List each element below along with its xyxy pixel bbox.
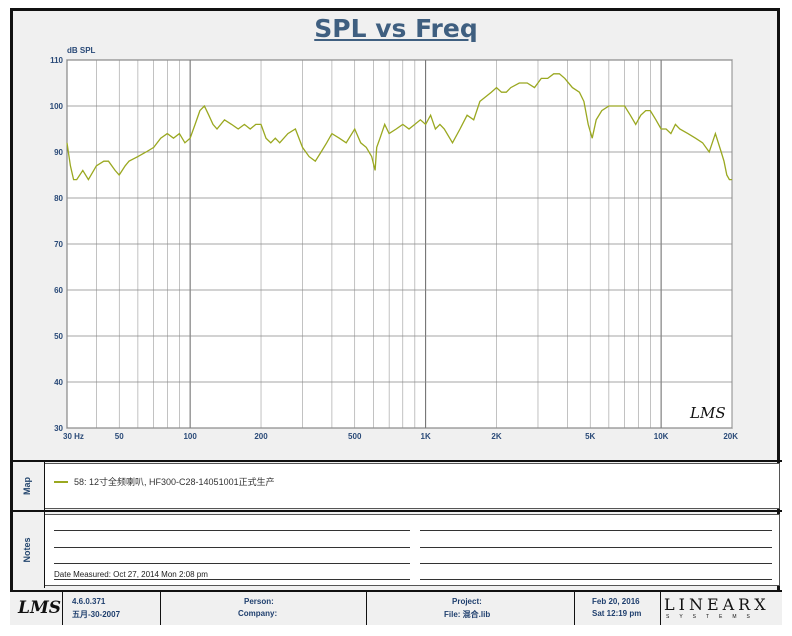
version-date: 五月-30-2007 — [72, 610, 121, 619]
y-tick-label: 110 — [50, 56, 63, 65]
footer-version-cell: 4.6.0.371 五月-30-2007 — [62, 592, 161, 625]
legend-entry[interactable]: 58: 12寸全频喇叭, HF300-C28-14051001正式生产 — [54, 475, 275, 488]
x-tick-label: 100 — [183, 432, 197, 441]
footer-date-cell: Feb 20, 2016 Sat 12:19 pm — [574, 592, 661, 625]
notes-line — [420, 547, 772, 548]
legend-swatch — [54, 480, 68, 483]
notes-panel — [44, 514, 780, 586]
notes-line — [420, 530, 772, 531]
y-tick-label: 50 — [54, 332, 63, 341]
footer-bar: LMS 4.6.0.371 五月-30-2007 Person: Company… — [10, 590, 782, 625]
x-tick-label: 30 Hz — [63, 432, 84, 441]
y-tick-label: 80 — [54, 194, 63, 203]
x-tick-label: 50 — [115, 432, 124, 441]
y-tick-label: 100 — [50, 102, 64, 111]
band-divider-notes — [10, 510, 782, 512]
chart-title: SPL vs Freq — [314, 14, 478, 43]
notes-line — [420, 563, 772, 564]
x-tick-label: 10K — [654, 432, 669, 441]
person-label: Person: — [244, 597, 274, 606]
lms-annotation: LMS — [689, 404, 726, 422]
notes-line — [54, 547, 410, 548]
project-label: Project: — [452, 597, 482, 606]
x-tick-label: 500 — [348, 432, 362, 441]
y-axis-label: dB SPL — [67, 46, 96, 55]
grid-lines — [66, 59, 733, 429]
band-divider-map — [10, 460, 782, 462]
footer-time: Sat 12:19 pm — [592, 609, 642, 618]
linearx-sub: SYSTEMS — [666, 614, 760, 620]
y-tick-labels: 110 100 90 80 70 60 50 40 30 — [50, 56, 64, 433]
series-group — [66, 73, 732, 181]
notes-line — [420, 579, 772, 580]
date-measured: Date Measured: Oct 27, 2014 Mon 2:08 pm — [54, 570, 208, 579]
notes-line — [54, 579, 410, 580]
y-tick-label: 60 — [54, 286, 63, 295]
y-tick-label: 70 — [54, 240, 63, 249]
notes-label: Notes — [22, 537, 32, 563]
y-tick-label: 40 — [54, 378, 63, 387]
legend-text: 58: 12寸全频喇叭, HF300-C28-14051001正式生产 — [74, 477, 275, 487]
map-label: Map — [22, 477, 32, 495]
x-tick-labels: 30 Hz 50 100 200 500 1K 2K 5K 10K 20K — [63, 432, 738, 441]
footer-brand-cell: LINEARX SYSTEMS — [660, 592, 782, 625]
version-text: 4.6.0.371 — [72, 597, 106, 606]
company-label: Company: — [238, 609, 278, 618]
notes-side-label: Notes — [10, 512, 45, 588]
lms-logo: LMS — [18, 598, 62, 618]
map-side-label: Map — [10, 462, 45, 510]
spl-chart: 110 100 90 80 70 60 50 40 30 30 Hz 50 100 200 500 1K 2… — [50, 46, 739, 441]
x-tick-label: 2K — [491, 432, 501, 441]
footer-date: Feb 20, 2016 — [592, 597, 640, 606]
x-tick-label: 200 — [254, 432, 268, 441]
map-panel — [44, 463, 780, 509]
notes-line — [54, 563, 410, 564]
file-label: File: 混合.lib — [444, 610, 491, 619]
footer-project-cell: Project: File: 混合.lib — [366, 592, 575, 625]
x-tick-label: 5K — [585, 432, 595, 441]
x-tick-label: 20K — [723, 432, 738, 441]
footer-person-cell: Person: Company: — [160, 592, 367, 625]
y-tick-label: 90 — [54, 148, 63, 157]
x-tick-label: 1K — [421, 432, 431, 441]
footer-logo-cell: LMS — [10, 592, 63, 625]
y-tick-label: 30 — [54, 424, 63, 433]
linearx-brand: LINEARX — [664, 595, 770, 614]
spl-series-line — [66, 73, 732, 181]
notes-line — [54, 530, 410, 531]
